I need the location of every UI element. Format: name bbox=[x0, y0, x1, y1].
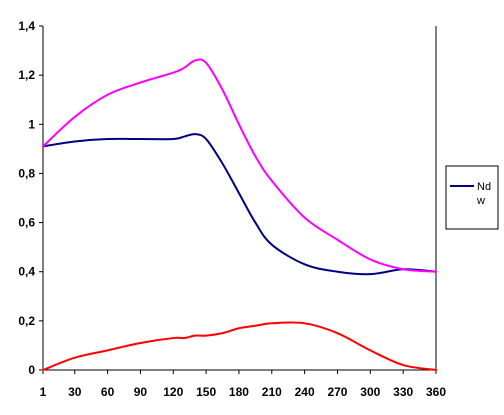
y-tick-label: 1 bbox=[28, 117, 35, 131]
legend: Nd w bbox=[445, 165, 499, 230]
series-line-red bbox=[42, 321, 437, 371]
legend-label-w: w bbox=[476, 195, 485, 207]
y-tick-label: 1,4 bbox=[18, 19, 35, 33]
x-tick-label: 180 bbox=[229, 385, 249, 399]
x-tick-label: 30 bbox=[68, 385, 82, 399]
x-tick-label: 150 bbox=[196, 385, 216, 399]
series-line-magenta bbox=[42, 58, 437, 273]
x-tick-label: 60 bbox=[101, 385, 115, 399]
x-tick-label: 90 bbox=[134, 385, 148, 399]
y-tick-label: 0,2 bbox=[18, 314, 35, 328]
x-tick-label: 1 bbox=[40, 385, 47, 399]
y-tick-label: 0 bbox=[28, 363, 35, 377]
series-layer bbox=[42, 58, 437, 371]
y-axis: 0 0,2 0,4 0,6 0,8 1 1,2 1,4 bbox=[18, 19, 43, 377]
x-tick-label: 240 bbox=[295, 385, 315, 399]
plot-area bbox=[42, 26, 437, 371]
x-tick-label: 210 bbox=[262, 385, 282, 399]
series-line-nd bbox=[42, 133, 437, 276]
x-tick-label: 300 bbox=[360, 385, 380, 399]
y-tick-label: 0,6 bbox=[18, 216, 35, 230]
x-tick-label: 360 bbox=[426, 385, 446, 399]
y-tick-label: 1,2 bbox=[18, 68, 35, 82]
x-tick-label: 330 bbox=[393, 385, 413, 399]
x-tick-label: 120 bbox=[163, 385, 183, 399]
x-tick-label: 270 bbox=[327, 385, 347, 399]
y-tick-label: 0,8 bbox=[18, 166, 35, 180]
x-axis: 1 30 60 90 120 150 180 210 240 270 300 330 360 bbox=[40, 370, 446, 399]
legend-box bbox=[445, 165, 499, 230]
y-tick-label: 0,4 bbox=[18, 265, 35, 279]
legend-label-nd: Nd bbox=[477, 181, 491, 193]
